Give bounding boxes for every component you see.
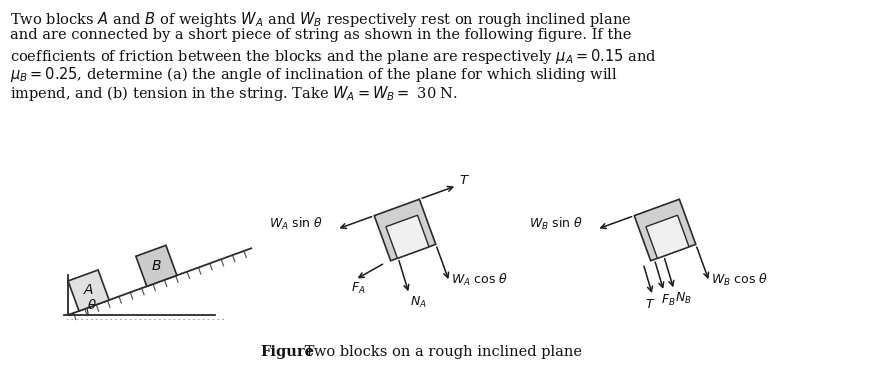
- Text: $W_A\ \sin\,\theta$: $W_A\ \sin\,\theta$: [268, 216, 323, 232]
- Polygon shape: [68, 270, 109, 311]
- Text: $\mathit{A}$: $\mathit{A}$: [83, 283, 94, 298]
- Polygon shape: [375, 199, 436, 261]
- Polygon shape: [136, 245, 177, 286]
- Text: and are connected by a short piece of string as shown in the following figure. I: and are connected by a short piece of st…: [10, 28, 631, 43]
- Text: $W_B\ \cos\,\theta$: $W_B\ \cos\,\theta$: [712, 272, 769, 288]
- Text: Two blocks on a rough inclined plane: Two blocks on a rough inclined plane: [300, 345, 582, 359]
- Text: $T$: $T$: [645, 298, 655, 311]
- Text: $F_B$: $F_B$: [661, 293, 676, 308]
- Text: $N_A$: $N_A$: [410, 295, 427, 310]
- Polygon shape: [646, 215, 689, 258]
- Polygon shape: [634, 199, 696, 261]
- Polygon shape: [386, 215, 429, 258]
- Text: $\mathit{B}$: $\mathit{B}$: [151, 259, 162, 273]
- Text: $W_A\ \cos\,\theta$: $W_A\ \cos\,\theta$: [451, 272, 509, 288]
- Text: $T$: $T$: [459, 174, 469, 187]
- Text: $N_B$: $N_B$: [675, 291, 692, 306]
- Text: coefficients of friction between the blocks and the plane are respectively $\mu_: coefficients of friction between the blo…: [10, 47, 657, 66]
- Text: $F_A$: $F_A$: [351, 281, 366, 296]
- Text: $W_B\ \sin\,\theta$: $W_B\ \sin\,\theta$: [529, 216, 583, 232]
- Text: Two blocks $\mathit{A}$ and $\mathit{B}$ of weights $\mathit{W}_A$ and $\mathit{: Two blocks $\mathit{A}$ and $\mathit{B}$…: [10, 10, 631, 29]
- Text: $\mu_B = 0.25$, determine (a) the angle of inclination of the plane for which sl: $\mu_B = 0.25$, determine (a) the angle …: [10, 66, 618, 84]
- Text: $\theta$: $\theta$: [87, 298, 97, 312]
- Text: Figure: Figure: [260, 345, 314, 359]
- Text: impend, and (b) tension in the string. Take $\mathit{W}_A{=}\mathit{W}_B{=}$ 30 : impend, and (b) tension in the string. T…: [10, 84, 458, 103]
